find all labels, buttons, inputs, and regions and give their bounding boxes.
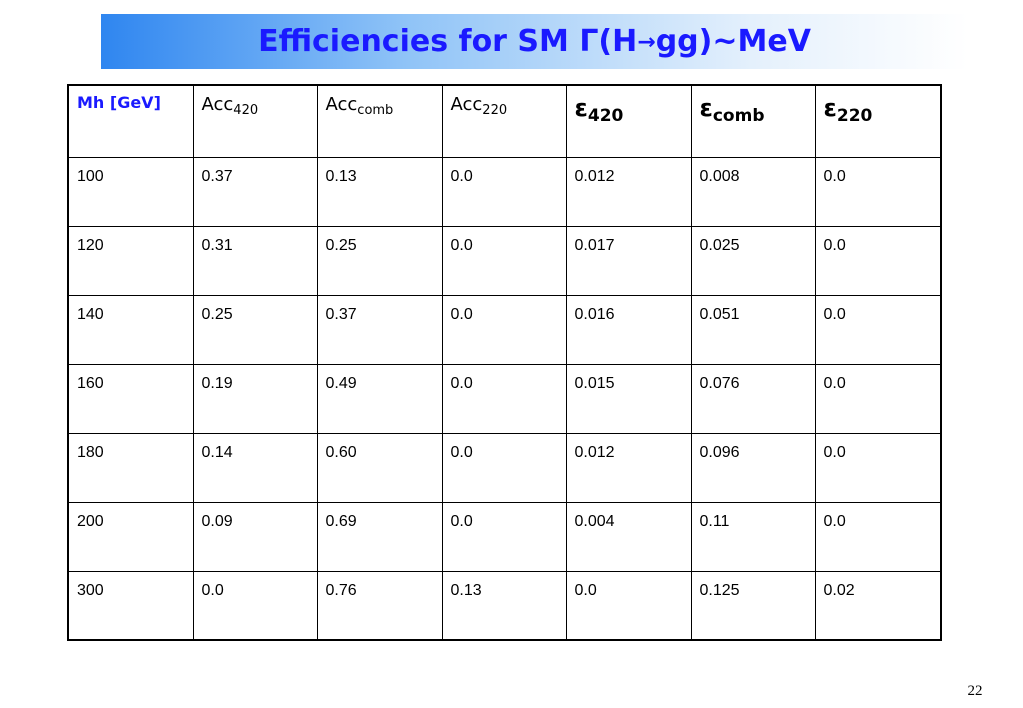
header-mh: Mh [GeV] [67, 84, 194, 158]
cell-eps-420: 0.016 [565, 294, 692, 365]
cell-acc-220: 0.13 [441, 570, 567, 641]
cell-eps-220: 0.0 [814, 432, 942, 503]
header-eps-comb: εcomb [690, 84, 816, 158]
header-eps-220: ε220 [814, 84, 942, 158]
table-header-row: Mh [GeV] Acc420 Acccomb Acc220 ε420 εcom… [67, 84, 942, 158]
cell-mh: 300 [67, 570, 194, 641]
cell-mh: 100 [67, 156, 194, 227]
cell-acc-comb: 0.25 [316, 225, 443, 296]
cell-eps-comb: 0.025 [690, 225, 816, 296]
table-row: 120 0.31 0.25 0.0 0.017 0.025 0.0 [67, 225, 942, 296]
header-acc-420: Acc420 [192, 84, 318, 158]
page-number: 22 [967, 683, 983, 699]
cell-acc-420: 0.0 [192, 570, 318, 641]
table-row: 140 0.25 0.37 0.0 0.016 0.051 0.0 [67, 294, 942, 365]
cell-acc-420: 0.14 [192, 432, 318, 503]
cell-acc-comb: 0.13 [316, 156, 443, 227]
table-row: 200 0.09 0.69 0.0 0.004 0.11 0.0 [67, 501, 942, 572]
cell-mh: 200 [67, 501, 194, 572]
table-row: 180 0.14 0.60 0.0 0.012 0.096 0.0 [67, 432, 942, 503]
cell-acc-comb: 0.76 [316, 570, 443, 641]
title-prefix: Efficiencies for SM Γ(H [258, 24, 638, 59]
cell-mh: 180 [67, 432, 194, 503]
cell-eps-420: 0.004 [565, 501, 692, 572]
cell-acc-comb: 0.49 [316, 363, 443, 434]
efficiency-table: Mh [GeV] Acc420 Acccomb Acc220 ε420 εcom… [67, 84, 942, 641]
cell-eps-220: 0.0 [814, 294, 942, 365]
title-banner: Efficiencies for SM Γ(H→gg)~MeV [101, 14, 968, 69]
header-acc-220: Acc220 [441, 84, 567, 158]
cell-acc-220: 0.0 [441, 294, 567, 365]
cell-eps-comb: 0.008 [690, 156, 816, 227]
cell-eps-220: 0.0 [814, 156, 942, 227]
cell-eps-220: 0.0 [814, 501, 942, 572]
cell-eps-420: 0.012 [565, 156, 692, 227]
cell-eps-comb: 0.096 [690, 432, 816, 503]
cell-eps-220: 0.02 [814, 570, 942, 641]
cell-mh: 120 [67, 225, 194, 296]
cell-acc-420: 0.19 [192, 363, 318, 434]
cell-eps-420: 0.012 [565, 432, 692, 503]
cell-eps-420: 0.0 [565, 570, 692, 641]
cell-acc-220: 0.0 [441, 225, 567, 296]
table-row: 300 0.0 0.76 0.13 0.0 0.125 0.02 [67, 570, 942, 641]
title-arrow: → [637, 30, 656, 55]
cell-acc-220: 0.0 [441, 432, 567, 503]
slide-title: Efficiencies for SM Γ(H→gg)~MeV [101, 14, 968, 69]
cell-eps-220: 0.0 [814, 363, 942, 434]
table-row: 100 0.37 0.13 0.0 0.012 0.008 0.0 [67, 156, 942, 227]
cell-mh: 140 [67, 294, 194, 365]
header-acc-comb: Acccomb [316, 84, 443, 158]
table-row: 160 0.19 0.49 0.0 0.015 0.076 0.0 [67, 363, 942, 434]
cell-acc-comb: 0.37 [316, 294, 443, 365]
header-mh-label: Mh [GeV] [77, 93, 161, 112]
cell-acc-comb: 0.60 [316, 432, 443, 503]
cell-acc-420: 0.25 [192, 294, 318, 365]
cell-eps-comb: 0.125 [690, 570, 816, 641]
cell-eps-comb: 0.076 [690, 363, 816, 434]
cell-mh: 160 [67, 363, 194, 434]
cell-acc-420: 0.37 [192, 156, 318, 227]
cell-eps-420: 0.017 [565, 225, 692, 296]
cell-acc-420: 0.31 [192, 225, 318, 296]
cell-eps-220: 0.0 [814, 225, 942, 296]
cell-acc-220: 0.0 [441, 156, 567, 227]
header-eps-420: ε420 [565, 84, 692, 158]
cell-acc-220: 0.0 [441, 501, 567, 572]
cell-eps-comb: 0.11 [690, 501, 816, 572]
cell-acc-comb: 0.69 [316, 501, 443, 572]
cell-acc-220: 0.0 [441, 363, 567, 434]
cell-acc-420: 0.09 [192, 501, 318, 572]
cell-eps-comb: 0.051 [690, 294, 816, 365]
cell-eps-420: 0.015 [565, 363, 692, 434]
title-suffix: gg)~MeV [655, 24, 811, 59]
